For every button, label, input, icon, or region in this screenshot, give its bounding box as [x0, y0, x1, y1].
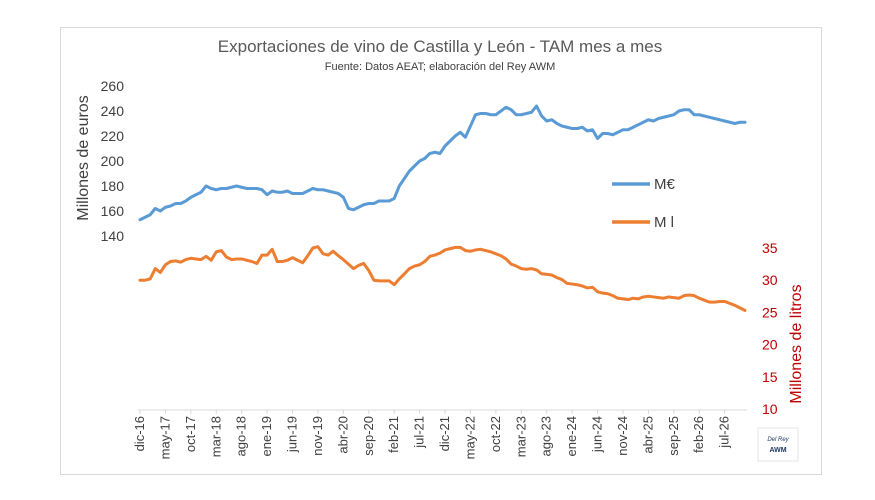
y-left-tick-label: 140	[101, 228, 125, 244]
logo-line2: AWM	[769, 447, 786, 454]
y-left-tick-label: 200	[101, 153, 125, 169]
y-axis-right-label: Millones de litros	[788, 284, 805, 403]
legend: M€ M l	[612, 176, 675, 231]
x-tick-label: dic-16	[132, 416, 147, 451]
series-line-euros	[138, 104, 747, 222]
x-tick-label: ago-23	[539, 416, 554, 456]
x-tick-label: feb-26	[691, 416, 706, 453]
x-tick-label: mar-18	[208, 416, 223, 457]
x-tick-label: oct-22	[488, 416, 503, 452]
chart-subtitle: Fuente: Datos AEAT; elaboración del Rey …	[325, 61, 556, 73]
x-axis-ticks: dic-16 may-17 oct-17 mar-18 ago-18 ene-19 jun-…	[132, 410, 732, 459]
y-axis-left-label: Millones de euros	[75, 95, 92, 220]
x-tick-label: ene-24	[564, 416, 579, 456]
x-tick-label: may-22	[462, 416, 477, 459]
series-line-litros	[138, 245, 747, 312]
x-tick-label: jun-24	[590, 416, 605, 453]
y-left-tick-label: 180	[101, 178, 125, 194]
y-left-tick-label: 240	[101, 103, 125, 119]
x-tick-label: nov-24	[615, 416, 630, 456]
x-tick-label: jul-26	[717, 416, 732, 449]
x-tick-label: sep-25	[666, 416, 681, 456]
x-tick-label: sep-20	[361, 416, 376, 456]
x-tick-label: jul-21	[412, 416, 427, 449]
series-layer	[138, 104, 747, 312]
legend-entry: M l	[654, 214, 674, 231]
y-left-tick-label: 260	[101, 78, 125, 94]
y-right-tick-label: 25	[762, 304, 778, 320]
x-tick-label: mar-23	[513, 416, 528, 457]
y-axis-left-ticks: 260 240 220 200 180 160 140	[101, 78, 125, 244]
x-tick-label: nov-19	[310, 416, 325, 456]
x-tick-label: ene-19	[259, 416, 274, 456]
x-tick-label: feb-21	[386, 416, 401, 453]
y-right-tick-label: 20	[762, 337, 778, 353]
x-tick-label: abr-25	[640, 416, 655, 454]
x-tick-label: jun-19	[285, 416, 300, 453]
x-tick-label: may-17	[157, 416, 172, 459]
x-tick-label: abr-20	[335, 416, 350, 454]
y-axis-right-ticks: 35 30 25 20 15 10	[762, 240, 778, 417]
chart-title: Exportaciones de vino de Castilla y León…	[218, 37, 662, 56]
logo: Del Rey AWM	[757, 427, 799, 462]
y-left-tick-label: 220	[101, 128, 125, 144]
x-tick-label: oct-17	[183, 416, 198, 452]
y-right-tick-label: 10	[762, 401, 778, 417]
x-tick-label: dic-21	[437, 416, 452, 451]
legend-entry: M€	[654, 176, 675, 193]
y-right-tick-label: 35	[762, 240, 778, 256]
y-left-tick-label: 160	[101, 203, 125, 219]
y-right-tick-label: 30	[762, 272, 778, 288]
y-right-tick-label: 15	[762, 369, 778, 385]
x-tick-label: ago-18	[234, 416, 249, 456]
logo-line1: Del Rey	[767, 437, 789, 443]
